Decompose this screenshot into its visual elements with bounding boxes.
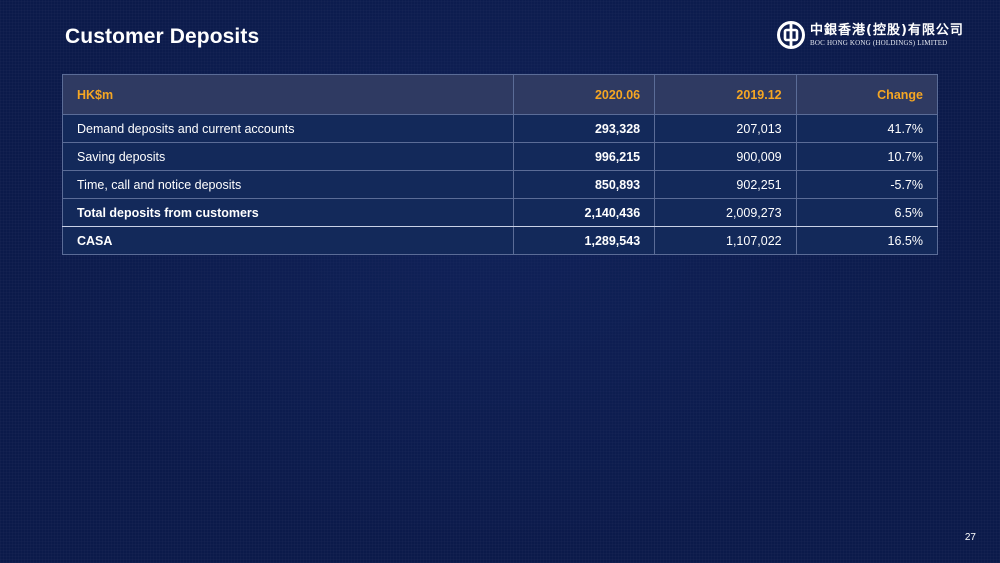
value-2020-06: 1,289,543: [512, 226, 656, 255]
value-change: 10.7%: [795, 142, 939, 171]
header-change: Change: [795, 74, 939, 115]
value-2020-06: 293,328: [512, 114, 656, 143]
value-change: 6.5%: [795, 198, 939, 227]
company-logo: 中銀香港(控股)有限公司 BOC HONG KONG (HOLDINGS) LI…: [776, 18, 976, 52]
value-2019-12: 207,013: [654, 114, 797, 143]
value-2020-06: 850,893: [512, 170, 656, 199]
value-change: 41.7%: [795, 114, 939, 143]
value-2019-12: 2,009,273: [654, 198, 797, 227]
table-header-row: HK$m 2020.06 2019.12 Change: [62, 74, 939, 115]
header-2019-12: 2019.12: [654, 74, 797, 115]
row-label: Demand deposits and current accounts: [62, 114, 514, 143]
boc-logo-icon: [777, 21, 805, 49]
row-label: Saving deposits: [62, 142, 514, 171]
value-change: 16.5%: [795, 226, 939, 255]
value-2019-12: 902,251: [654, 170, 797, 199]
page-number: 27: [964, 532, 976, 543]
header-2020-06: 2020.06: [512, 74, 656, 115]
table-row-total-deposits: Total deposits from customers 2,140,436 …: [62, 198, 939, 227]
row-label: CASA: [62, 226, 514, 255]
value-change: -5.7%: [795, 170, 939, 199]
logo-chinese-name: 中銀香港(控股)有限公司: [810, 22, 964, 38]
logo-english-name: BOC HONG KONG (HOLDINGS) LIMITED: [810, 38, 948, 47]
value-2020-06: 2,140,436: [512, 198, 656, 227]
table-row-time-deposits: Time, call and notice deposits 850,893 9…: [62, 170, 939, 199]
row-label: Total deposits from customers: [62, 198, 514, 227]
table-row-demand-deposits: Demand deposits and current accounts 293…: [62, 114, 939, 143]
value-2019-12: 1,107,022: [654, 226, 797, 255]
value-2019-12: 900,009: [654, 142, 797, 171]
customer-deposits-table: HK$m 2020.06 2019.12 Change Demand depos…: [62, 74, 939, 255]
value-2020-06: 996,215: [512, 142, 656, 171]
header-unit: HK$m: [62, 74, 514, 115]
table-row-casa: CASA 1,289,543 1,107,022 16.5%: [62, 226, 939, 255]
slide-title: Customer Deposits: [65, 25, 260, 48]
table-row-saving-deposits: Saving deposits 996,215 900,009 10.7%: [62, 142, 939, 171]
row-label: Time, call and notice deposits: [62, 170, 514, 199]
